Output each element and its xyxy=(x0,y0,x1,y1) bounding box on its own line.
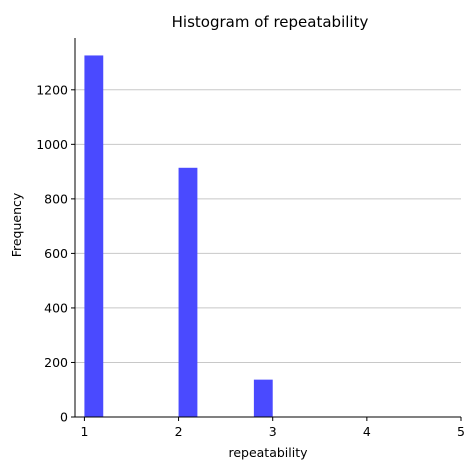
chart-title: Histogram of repeatability xyxy=(172,13,369,31)
x-tick-label: 1 xyxy=(80,424,88,439)
y-axis-label: Frequency xyxy=(9,192,24,257)
y-tick-label: 1000 xyxy=(36,137,68,152)
y-tick-label: 800 xyxy=(44,191,68,206)
histogram-bar xyxy=(253,379,273,417)
y-gridlines xyxy=(75,89,461,363)
y-tick-label: 0 xyxy=(60,410,68,425)
x-tick-label: 5 xyxy=(457,424,465,439)
x-tick-label: 2 xyxy=(175,424,183,439)
axes xyxy=(74,38,461,418)
x-axis-label: repeatability xyxy=(228,445,308,460)
histogram-bar xyxy=(178,167,198,417)
x-tick-label: 3 xyxy=(269,424,277,439)
histogram-bar xyxy=(84,55,104,418)
y-tick-label: 200 xyxy=(44,355,68,370)
histogram-bars xyxy=(84,55,273,418)
y-tick-label: 1200 xyxy=(36,82,68,97)
y-tick-label: 400 xyxy=(44,300,68,315)
tick-labels: 0 200 400 600 800 1000 1200 1 2 3 4 5 xyxy=(36,82,465,439)
y-tick-label: 600 xyxy=(44,246,68,261)
x-tick-label: 4 xyxy=(363,424,371,439)
